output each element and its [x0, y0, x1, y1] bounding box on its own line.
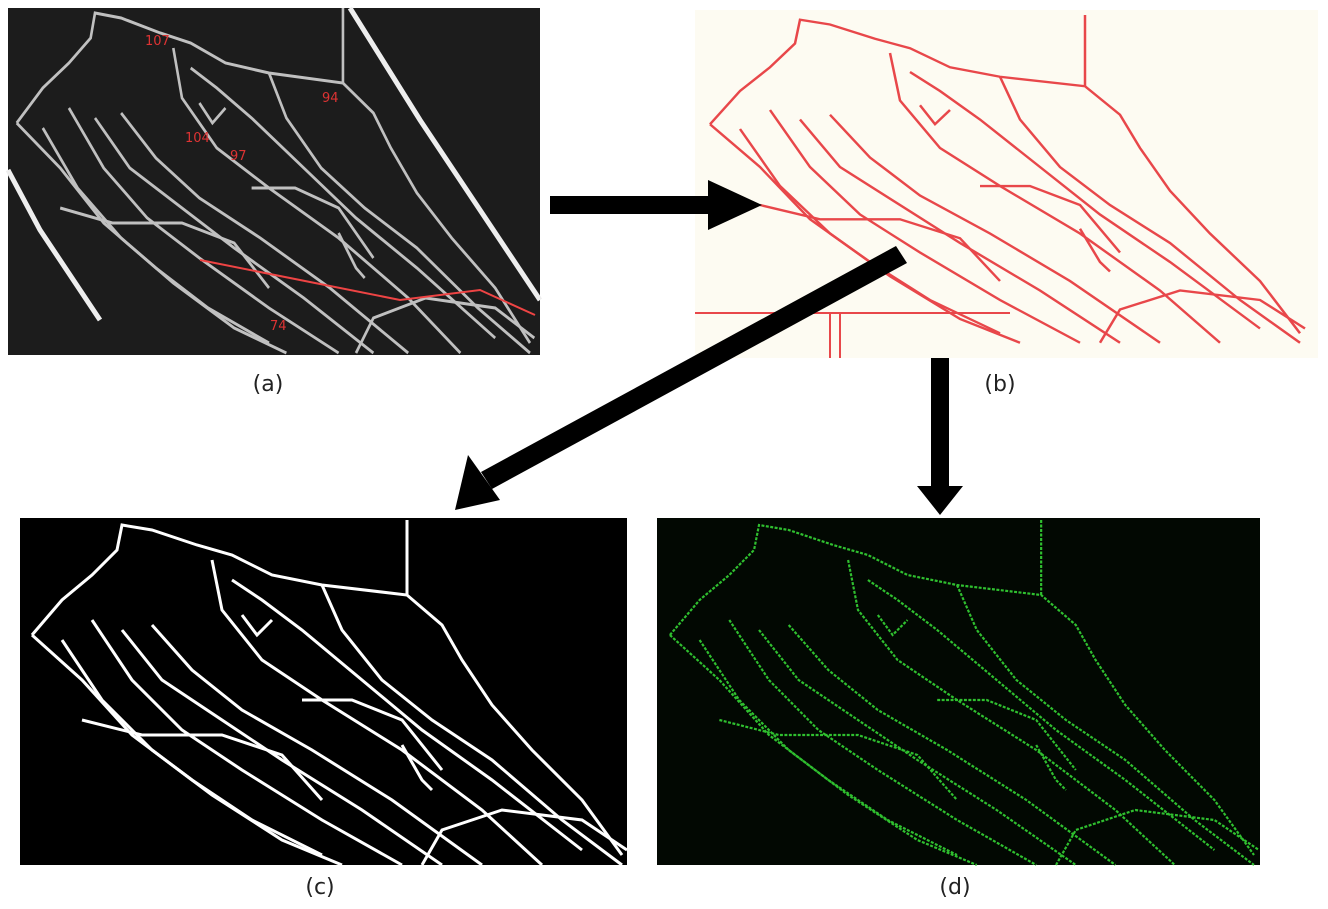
panel-c — [20, 518, 627, 865]
segment-label: 97 — [230, 149, 247, 164]
segment-label: 94 — [322, 91, 339, 106]
panel-a: 107 94 104 97 74 — [8, 8, 540, 355]
caption: (b) — [984, 372, 1015, 397]
segment-label: 104 — [185, 131, 210, 146]
segment-label: 107 — [145, 34, 170, 49]
caption: (a) — [253, 372, 284, 397]
segment-label: 74 — [270, 319, 287, 334]
caption: (d) — [939, 875, 970, 900]
panel-d — [657, 518, 1260, 865]
caption: (c) — [305, 875, 334, 900]
figure: 107 94 104 97 74 (a) (b) (c) (d) — [0, 0, 1328, 905]
fluorescence-image — [657, 518, 1260, 865]
